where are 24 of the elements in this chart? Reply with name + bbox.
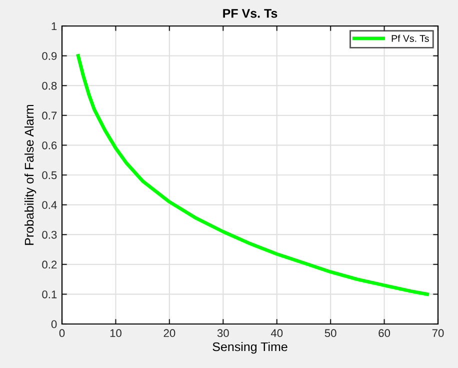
y-tick-label: 0.8 <box>42 82 57 90</box>
line-series <box>76 54 429 296</box>
x-tick-label: 70 <box>432 329 444 338</box>
y-tick-label: 0.4 <box>42 201 57 209</box>
x-axis-title: Sensing Time <box>212 342 288 354</box>
y-tick-label: 0.3 <box>42 230 57 239</box>
y-tick-label: 0.2 <box>42 260 57 269</box>
y-tick-label: 0.7 <box>42 112 57 120</box>
y-tick-label: 1 <box>52 22 57 30</box>
chart-title: PF Vs. Ts <box>223 9 278 18</box>
y-tick-label: 0.6 <box>42 141 57 150</box>
y-axis-title: Probability of False Alarm <box>24 104 36 245</box>
x-tick-label: 60 <box>378 329 390 338</box>
x-tick-label: 20 <box>164 329 176 338</box>
y-tick-label: 0 <box>51 320 57 328</box>
y-tick-label: 0.5 <box>42 171 57 180</box>
legend-label: Pf Vs. Ts <box>392 34 429 42</box>
x-tick-label: 50 <box>324 329 336 338</box>
y-tick-label: 0.9 <box>42 52 57 60</box>
x-tick-label: 30 <box>217 329 229 338</box>
x-tick-label: 10 <box>110 329 122 338</box>
x-tick-label: 0 <box>59 329 65 338</box>
x-tick-label: 40 <box>270 329 283 338</box>
y-tick-label: 0.1 <box>42 290 57 298</box>
